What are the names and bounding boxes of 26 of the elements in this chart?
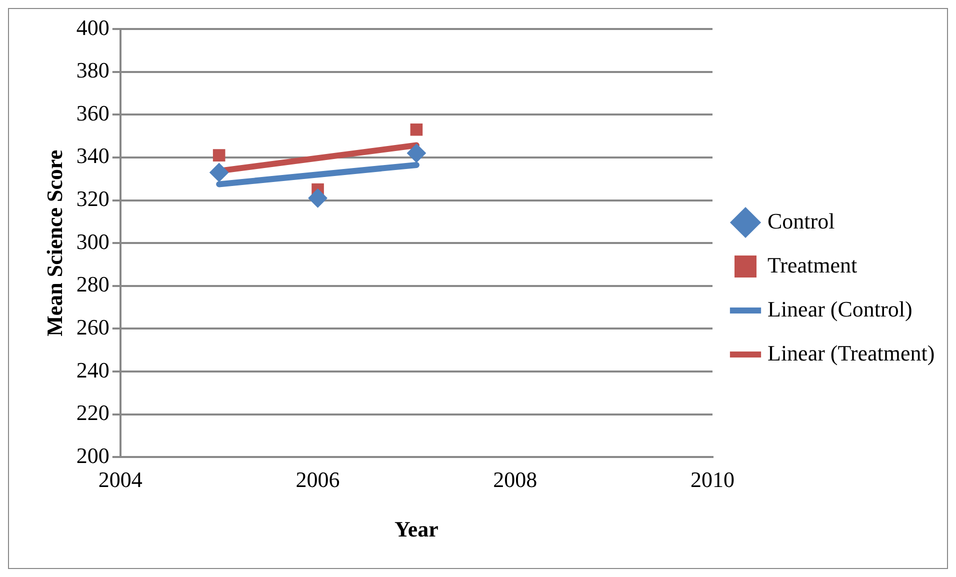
x-tick-label: 2008 [493,467,538,492]
x-tick-label: 2004 [98,467,142,492]
point [308,188,328,208]
y-tick-label: 260 [76,314,110,340]
y-tick-label: 400 [76,14,110,40]
legend-label: Control [768,208,835,234]
legend-label: Linear (Control) [768,296,912,322]
y-tick-label: 220 [76,400,110,426]
x-axis-title: Year [394,516,439,542]
x-tick-label: 2010 [690,467,734,492]
y-tick-label: 340 [76,143,110,168]
y-tick-label: 280 [76,272,110,297]
legend-label: Linear (Treatment) [768,340,935,366]
y-tick-label: 200 [76,442,110,468]
x-tick-label: 2006 [296,467,340,492]
y-tick-label: 380 [76,58,110,83]
y-axis-title: Mean Science Score [42,150,67,336]
y-tick-label: 360 [76,100,110,126]
point [410,123,423,136]
point [212,149,226,162]
y-tick-label: 300 [76,228,110,254]
legend-label: Treatment [768,252,858,278]
y-tick-label: 240 [76,357,110,382]
point [210,162,229,182]
y-tick-label: 320 [76,186,110,212]
point [406,144,426,163]
